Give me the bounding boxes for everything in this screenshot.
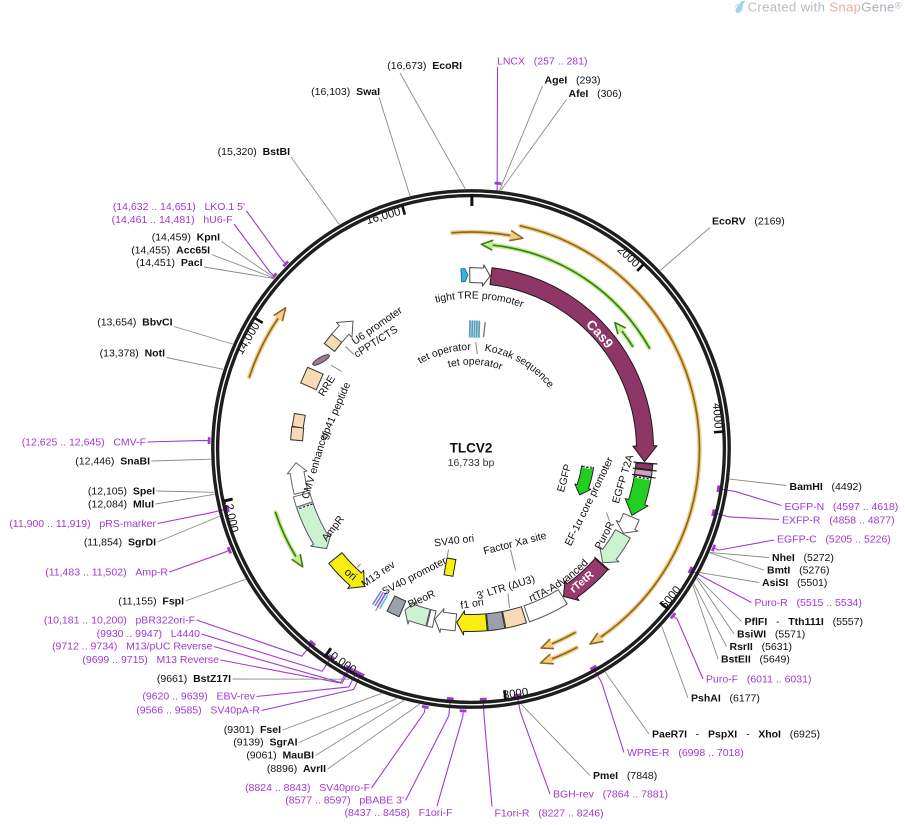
- svg-text:(14,451) PacI: (14,451) PacI: [136, 257, 203, 269]
- svg-text:(9139) SgrAI: (9139) SgrAI: [233, 737, 297, 749]
- svg-text:(13,654) BbvCI: (13,654) BbvCI: [97, 317, 172, 329]
- svg-text:BamHI (4492): BamHI (4492): [790, 481, 862, 493]
- svg-text:Created with SnapGene®: Created with SnapGene®: [748, 0, 902, 15]
- svg-text:NheI (5272): NheI (5272): [772, 552, 834, 564]
- svg-text:(15,320) BstBI: (15,320) BstBI: [218, 146, 290, 158]
- svg-text:4000: 4000: [710, 403, 724, 429]
- svg-text:(12,625 .. 12,645) CMV-F: (12,625 .. 12,645) CMV-F: [22, 437, 146, 449]
- svg-text:(9301) FseI: (9301) FseI: [224, 724, 281, 736]
- svg-text:Puro-F (6011 .. 6031): Puro-F (6011 .. 6031): [706, 674, 811, 686]
- svg-text:(11,854) SgrDI: (11,854) SgrDI: [84, 537, 156, 549]
- svg-text:F1ori-R (8227 .. 8246): F1ori-R (8227 .. 8246): [495, 808, 604, 820]
- svg-text:PaeR7I - PspXI - XhoI: PaeR7I - PspXI - XhoI (6925): [652, 729, 820, 741]
- svg-text:(9712 .. 9734) M13/pUC Rever: (9712 .. 9734) M13/pUC Reverse: [52, 641, 213, 653]
- svg-text:(16,103) SwaI: (16,103) SwaI: [311, 86, 380, 98]
- svg-text:(8824 .. 8843) SV40pro-F: (8824 .. 8843) SV40pro-F: [245, 782, 370, 794]
- svg-text:(11,155) FspI: (11,155) FspI: [118, 596, 184, 608]
- svg-text:(14,461 .. 14,481) hU6-F: (14,461 .. 14,481) hU6-F: [112, 214, 233, 226]
- svg-text:RsrII (5631): RsrII (5631): [730, 641, 792, 653]
- svg-text:PmeI (7848): PmeI (7848): [593, 770, 657, 782]
- svg-text:(9661) BstZ17I: (9661) BstZ17I: [157, 673, 231, 685]
- svg-text:(12,084) MluI: (12,084) MluI: [88, 499, 154, 511]
- svg-text:(13,378) NotI: (13,378) NotI: [100, 348, 165, 360]
- svg-text:(12,446) SnaBI: (12,446) SnaBI: [75, 456, 150, 468]
- svg-text:PflFI - Tth111I (5557): PflFI - Tth111I (5557): [745, 616, 863, 628]
- svg-text:(12,105) SpeI: (12,105) SpeI: [88, 486, 155, 498]
- svg-text:LNCX (257 .. 281): LNCX (257 .. 281): [497, 56, 587, 68]
- svg-text:AgeI (293): AgeI (293): [545, 75, 601, 87]
- svg-text:AsiSI (5501): AsiSI (5501): [762, 577, 827, 589]
- svg-text:(9566 .. 9585) SV40pA-R: (9566 .. 9585) SV40pA-R: [136, 705, 260, 717]
- svg-text:(10,181 .. 10,200) pBR322ori: (10,181 .. 10,200) pBR322ori-F: [44, 615, 195, 627]
- svg-text:16,733 bp: 16,733 bp: [448, 457, 495, 469]
- svg-text:(8437 .. 8458) F1ori-F: (8437 .. 8458) F1ori-F: [345, 807, 453, 819]
- svg-text:(8896) AvrII: (8896) AvrII: [267, 763, 326, 775]
- svg-text:EGFP-N (4597 .. 4618): EGFP-N (4597 .. 4618): [785, 501, 899, 513]
- svg-text:BGH-rev (7864 .. 7881): BGH-rev (7864 .. 7881): [553, 789, 668, 801]
- svg-text:EGFP-C (5205 .. 5226): EGFP-C (5205 .. 5226): [777, 534, 891, 546]
- svg-text:BmtI (5276): BmtI (5276): [767, 565, 829, 577]
- svg-text:(8577 .. 8597) pBABE 3': (8577 .. 8597) pBABE 3': [285, 795, 404, 807]
- svg-text:AfeI (306): AfeI (306): [569, 88, 622, 100]
- svg-text:WPRE-R (6998 .. 7018): WPRE-R (6998 .. 7018): [627, 747, 744, 759]
- svg-text:BstEII (5649): BstEII (5649): [721, 654, 790, 666]
- svg-text:EcoRV (2169): EcoRV (2169): [712, 216, 785, 228]
- svg-text:(9620 .. 9639) EBV-rev: (9620 .. 9639) EBV-rev: [142, 691, 255, 703]
- svg-text:(11,483 .. 11,502) Amp-R: (11,483 .. 11,502) Amp-R: [45, 567, 168, 579]
- svg-text:(9061) MauBI: (9061) MauBI: [246, 750, 314, 762]
- svg-text:PshAI (6177): PshAI (6177): [691, 693, 760, 705]
- svg-text:(9699 .. 9715) M13 Reverse: (9699 .. 9715) M13 Reverse: [82, 654, 219, 666]
- svg-text:Puro-R (5515 .. 5534): Puro-R (5515 .. 5534): [755, 597, 862, 609]
- svg-text:(11,900 .. 11,919) pRS-marke: (11,900 .. 11,919) pRS-marker: [9, 518, 156, 530]
- svg-text:(14,459) KpnI: (14,459) KpnI: [152, 232, 220, 244]
- svg-text:(14,455) Acc65I: (14,455) Acc65I: [131, 245, 210, 257]
- svg-text:TLCV2: TLCV2: [450, 441, 493, 456]
- svg-text:EXFP-R (4858 .. 4877): EXFP-R (4858 .. 4877): [782, 515, 895, 527]
- svg-text:(16,673) EcoRI: (16,673) EcoRI: [387, 60, 462, 72]
- svg-text:(9930 .. 9947) L4440: (9930 .. 9947) L4440: [97, 628, 200, 640]
- svg-text:BsiWI (5571): BsiWI (5571): [737, 629, 805, 641]
- svg-text:(14,632 .. 14,651) LKO.1 5': (14,632 .. 14,651) LKO.1 5': [113, 201, 245, 213]
